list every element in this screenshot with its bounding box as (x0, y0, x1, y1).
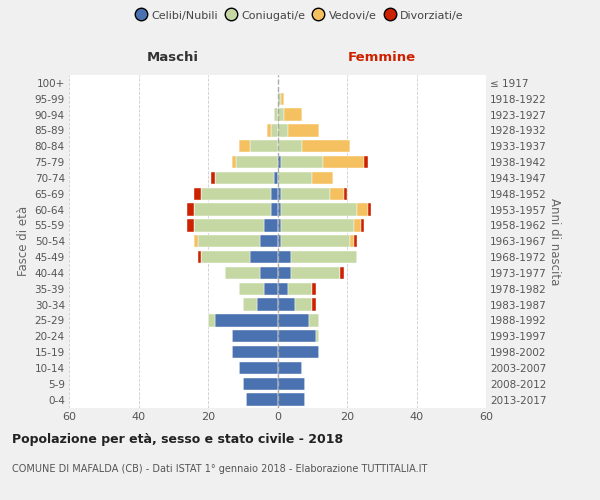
Bar (277, 156, 281, 168)
Bar (277, 362, 302, 374)
Bar (277, 172, 312, 184)
Bar (277, 330, 316, 342)
Bar (197, 235, 260, 248)
Bar (274, 172, 277, 184)
Bar (215, 314, 277, 326)
Bar (350, 235, 354, 248)
Bar (250, 140, 277, 152)
Bar (271, 124, 277, 136)
Bar (197, 251, 201, 264)
Bar (312, 298, 316, 311)
Bar (215, 172, 274, 184)
Bar (277, 204, 281, 216)
Bar (277, 266, 292, 279)
Bar (277, 346, 319, 358)
Bar (271, 204, 277, 216)
Text: Femmine: Femmine (347, 51, 416, 64)
Bar (281, 219, 354, 232)
Bar (232, 346, 277, 358)
Bar (354, 235, 358, 248)
Bar (271, 188, 277, 200)
Bar (292, 251, 358, 264)
Bar (239, 140, 250, 152)
Bar (250, 251, 277, 264)
Bar (340, 266, 344, 279)
Bar (194, 219, 263, 232)
Bar (194, 204, 271, 216)
Bar (194, 235, 197, 248)
Bar (243, 298, 257, 311)
Bar (277, 394, 305, 406)
Y-axis label: Fasce di età: Fasce di età (17, 206, 31, 276)
Bar (364, 156, 368, 168)
Bar (302, 140, 350, 152)
Bar (354, 219, 361, 232)
Bar (292, 266, 340, 279)
Bar (232, 156, 236, 168)
Bar (260, 266, 277, 279)
Bar (263, 219, 277, 232)
Bar (309, 314, 319, 326)
Bar (361, 219, 364, 232)
Bar (277, 92, 281, 105)
Bar (312, 172, 333, 184)
Bar (312, 282, 316, 295)
Bar (201, 251, 250, 264)
Bar (277, 188, 281, 200)
Text: Popolazione per età, sesso e stato civile - 2018: Popolazione per età, sesso e stato civil… (12, 432, 343, 446)
Bar (281, 188, 329, 200)
Legend: Celibi/Nubili, Coniugati/e, Vedovi/e, Divorziati/e: Celibi/Nubili, Coniugati/e, Vedovi/e, Di… (132, 6, 468, 25)
Bar (208, 314, 215, 326)
Bar (232, 330, 277, 342)
Bar (288, 124, 319, 136)
Bar (239, 362, 277, 374)
Y-axis label: Anni di nascita: Anni di nascita (548, 198, 561, 285)
Bar (329, 188, 344, 200)
Bar (201, 188, 271, 200)
Bar (246, 394, 277, 406)
Bar (239, 282, 263, 295)
Bar (187, 219, 194, 232)
Bar (277, 140, 302, 152)
Bar (277, 124, 288, 136)
Bar (323, 156, 364, 168)
Bar (187, 204, 194, 216)
Bar (277, 219, 281, 232)
Bar (344, 188, 347, 200)
Bar (277, 251, 292, 264)
Text: Maschi: Maschi (147, 51, 199, 64)
Bar (281, 204, 358, 216)
Bar (284, 108, 302, 121)
Bar (288, 282, 312, 295)
Bar (243, 378, 277, 390)
Bar (316, 330, 319, 342)
Bar (211, 172, 215, 184)
Bar (263, 282, 277, 295)
Bar (257, 298, 277, 311)
Bar (277, 108, 284, 121)
Bar (358, 204, 368, 216)
Bar (226, 266, 260, 279)
Text: COMUNE DI MAFALDA (CB) - Dati ISTAT 1° gennaio 2018 - Elaborazione TUTTITALIA.IT: COMUNE DI MAFALDA (CB) - Dati ISTAT 1° g… (12, 464, 427, 474)
Bar (277, 314, 309, 326)
Bar (277, 298, 295, 311)
Bar (281, 92, 284, 105)
Bar (281, 156, 323, 168)
Bar (277, 282, 288, 295)
Bar (277, 235, 281, 248)
Bar (281, 235, 350, 248)
Bar (274, 108, 277, 121)
Bar (236, 156, 277, 168)
Bar (267, 124, 271, 136)
Bar (368, 204, 371, 216)
Bar (194, 188, 201, 200)
Bar (260, 235, 277, 248)
Bar (295, 298, 312, 311)
Bar (277, 378, 305, 390)
